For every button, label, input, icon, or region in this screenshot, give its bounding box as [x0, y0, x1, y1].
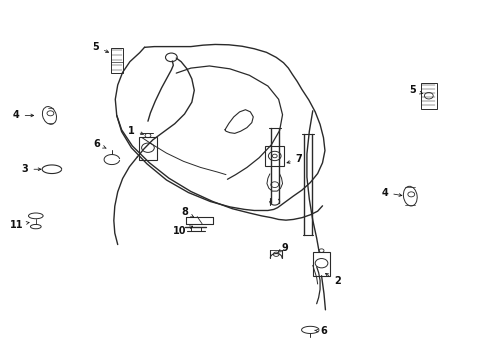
Text: 2: 2 — [325, 274, 340, 286]
Text: 4: 4 — [13, 111, 34, 121]
Text: 4: 4 — [381, 188, 401, 198]
Bar — [264, 146, 284, 166]
Text: 11: 11 — [10, 220, 29, 230]
Bar — [312, 252, 330, 276]
Text: 8: 8 — [181, 207, 193, 217]
Bar — [139, 137, 157, 159]
Bar — [420, 83, 436, 109]
Text: 3: 3 — [21, 164, 41, 174]
Bar — [111, 48, 122, 73]
Text: 1: 1 — [128, 126, 143, 135]
Text: 5: 5 — [408, 85, 422, 95]
Text: 9: 9 — [278, 243, 287, 253]
Text: 10: 10 — [173, 226, 192, 236]
Text: 7: 7 — [286, 154, 302, 164]
Text: 6: 6 — [94, 139, 106, 149]
Text: 5: 5 — [92, 42, 108, 53]
Text: 6: 6 — [314, 326, 326, 336]
